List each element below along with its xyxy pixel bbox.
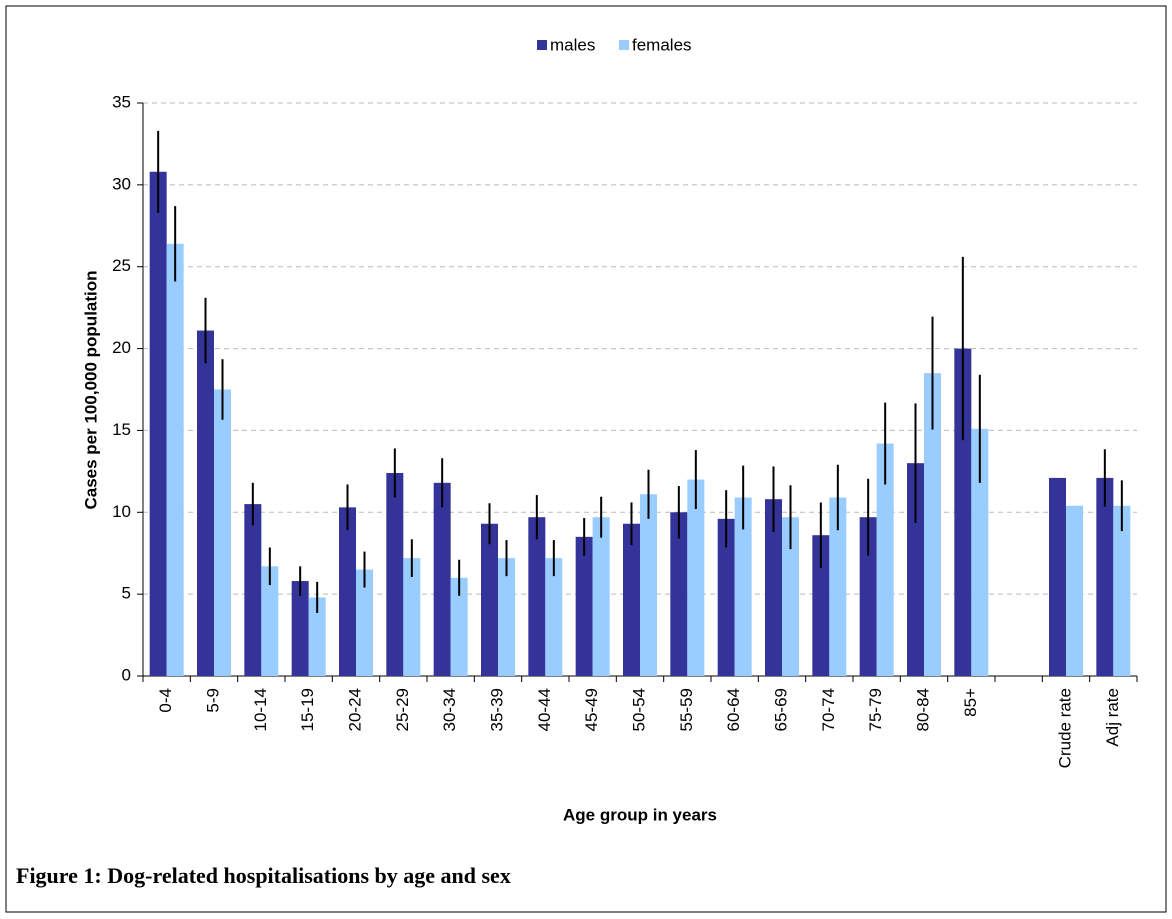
x-tick-label: 5-9 bbox=[203, 688, 222, 713]
bar bbox=[954, 348, 972, 676]
x-tick-label: 80-84 bbox=[913, 688, 932, 731]
x-tick-label: 15-19 bbox=[298, 688, 317, 731]
y-axis-label: Cases per 100,000 population bbox=[81, 270, 100, 509]
bar bbox=[765, 499, 782, 676]
bar bbox=[829, 497, 847, 676]
x-axis-label: Age group in years bbox=[563, 805, 717, 824]
bar bbox=[356, 569, 373, 676]
bar bbox=[386, 472, 404, 676]
y-tick-label: 5 bbox=[122, 584, 131, 603]
bar bbox=[971, 428, 989, 676]
x-tick-label: 85+ bbox=[961, 688, 980, 717]
x-tick-label: Crude rate bbox=[1055, 688, 1074, 768]
bar bbox=[592, 517, 610, 676]
bar bbox=[640, 494, 657, 676]
bar bbox=[498, 558, 515, 676]
bar bbox=[403, 558, 421, 676]
caption: Figure 1: Dog-related hospitalisations b… bbox=[16, 863, 511, 888]
bar bbox=[308, 597, 326, 676]
bar bbox=[1096, 477, 1114, 676]
x-tick-label: 70-74 bbox=[819, 688, 838, 731]
bar bbox=[244, 504, 262, 676]
x-tick-label: 0-4 bbox=[156, 688, 175, 713]
y-tick-label: 25 bbox=[112, 256, 131, 275]
bar bbox=[1049, 477, 1066, 676]
bar bbox=[623, 523, 640, 676]
bar bbox=[291, 581, 309, 676]
x-tick-label: 30-34 bbox=[440, 688, 459, 731]
x-tick-label: 25-29 bbox=[393, 688, 412, 731]
y-tick-label: 35 bbox=[112, 92, 131, 111]
bar bbox=[717, 518, 735, 676]
bar bbox=[149, 171, 167, 676]
x-tick-label: 75-79 bbox=[866, 688, 885, 731]
bar bbox=[734, 497, 752, 676]
x-tick-label: Adj rate bbox=[1103, 688, 1122, 747]
bar bbox=[812, 535, 830, 676]
y-tick-label: 15 bbox=[112, 420, 131, 439]
bar bbox=[450, 577, 468, 676]
x-tick-label: 65-69 bbox=[771, 688, 790, 731]
bar bbox=[528, 517, 546, 676]
bar bbox=[876, 443, 894, 676]
x-tick-label: 40-44 bbox=[535, 688, 554, 731]
legend-swatch bbox=[619, 40, 629, 50]
bar bbox=[1113, 505, 1131, 676]
bar bbox=[214, 389, 231, 676]
y-tick-label: 30 bbox=[112, 174, 131, 193]
y-tick-label: 10 bbox=[112, 502, 131, 521]
legend-label: males bbox=[550, 35, 595, 54]
bar bbox=[907, 463, 924, 676]
x-tick-label: 45-49 bbox=[582, 688, 601, 731]
bar bbox=[687, 479, 705, 676]
x-tick-label: 35-39 bbox=[487, 688, 506, 731]
x-tick-label: 60-64 bbox=[724, 688, 743, 731]
y-tick-label: 20 bbox=[112, 338, 131, 357]
bar bbox=[670, 512, 688, 676]
x-tick-label: 10-14 bbox=[251, 688, 270, 731]
bar bbox=[575, 536, 593, 676]
bar bbox=[924, 373, 941, 676]
x-tick-label: 55-59 bbox=[677, 688, 696, 731]
bar bbox=[433, 482, 451, 676]
legend-label: females bbox=[632, 35, 692, 54]
bar bbox=[166, 243, 184, 676]
bar bbox=[481, 523, 498, 676]
bar bbox=[859, 517, 877, 676]
x-tick-label: 50-54 bbox=[629, 688, 648, 731]
x-tick-label: 20-24 bbox=[345, 688, 364, 731]
bar bbox=[782, 517, 799, 676]
bar bbox=[197, 330, 214, 676]
bar bbox=[1066, 505, 1083, 676]
bar bbox=[339, 507, 356, 676]
legend-swatch bbox=[537, 40, 547, 50]
bar bbox=[261, 566, 279, 676]
bar bbox=[545, 558, 563, 676]
y-tick-label: 0 bbox=[122, 665, 131, 684]
